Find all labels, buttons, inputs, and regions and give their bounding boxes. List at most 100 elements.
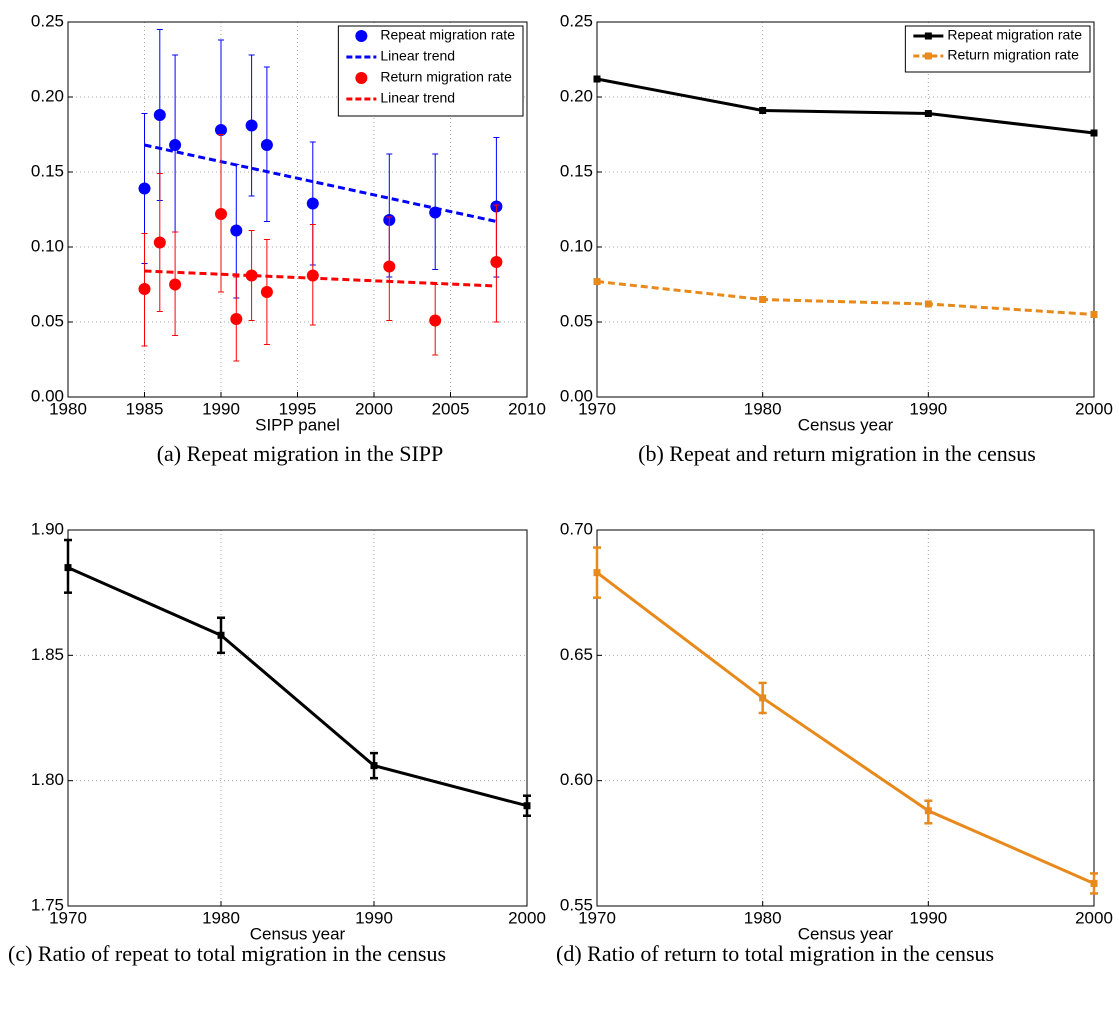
- plot-frame: [596, 21, 1095, 398]
- data-point: [924, 110, 932, 117]
- x-tick-label: 2005: [432, 399, 470, 418]
- data-point: [260, 139, 273, 151]
- data-point: [215, 124, 227, 136]
- x-tick-label: 1990: [355, 908, 393, 927]
- data-point: [1090, 129, 1098, 137]
- y-tick-label: 0.15: [560, 161, 593, 180]
- x-tick-label: 1970: [578, 399, 616, 418]
- y-tick-label: 0.00: [560, 386, 593, 405]
- data-point: [924, 300, 932, 308]
- data-point: [245, 269, 258, 282]
- legend: Repeat migration rate Linear trend Return …: [337, 25, 524, 117]
- data-point: [759, 694, 767, 702]
- y-tick-label: 1.80: [31, 770, 64, 789]
- caption: (c) Ratio of repeat to total migration i…: [8, 941, 447, 966]
- data-point: [429, 314, 442, 327]
- data-point: [924, 807, 932, 815]
- y-tick-label: 0.55: [560, 895, 593, 914]
- x-tick-label: 2000: [508, 908, 546, 927]
- y-tick-label: 0.25: [31, 11, 64, 30]
- data-point: [593, 569, 601, 577]
- plot-frame: [67, 21, 528, 398]
- x-axis-label: Census year: [798, 415, 894, 434]
- legend-box: [904, 25, 1091, 73]
- data-point: [230, 224, 243, 237]
- data-point: [230, 313, 243, 325]
- legend: Repeat migration rate Return migration ra…: [904, 25, 1091, 73]
- data-point: [759, 107, 767, 114]
- data-point: [1090, 311, 1098, 318]
- y-tick-label: 0.25: [560, 11, 593, 30]
- x-tick-label: 1980: [744, 908, 782, 927]
- data-point: [523, 802, 531, 810]
- data-point: [306, 197, 319, 210]
- y-tick-label: 0.65: [560, 645, 593, 664]
- data-point: [138, 283, 151, 295]
- x-axis-label: Census year: [250, 924, 346, 943]
- data-point: [138, 182, 151, 195]
- caption: (a) Repeat migration in the SIPP: [156, 441, 444, 466]
- x-tick-label: 1995: [279, 399, 317, 418]
- y-tick-label: 0.70: [560, 519, 593, 538]
- x-tick-label: 1985: [126, 399, 164, 418]
- y-tick-label: 0.00: [31, 386, 64, 405]
- plot-frame: [67, 529, 528, 907]
- y-tick-label: 0.60: [560, 770, 593, 789]
- legend-marker: [924, 32, 932, 40]
- y-tick-label: 0.05: [560, 311, 593, 330]
- series-line: [596, 280, 1095, 316]
- x-tick-label: 2010: [508, 399, 546, 418]
- data-point: [245, 119, 258, 132]
- x-axis-label: Census year: [798, 924, 894, 943]
- y-tick-label: 0.05: [31, 311, 64, 330]
- x-tick-label: 1980: [202, 908, 240, 927]
- x-tick-label: 1970: [578, 908, 616, 927]
- y-tick-label: 0.20: [560, 86, 593, 105]
- x-tick-label: 1990: [202, 399, 240, 418]
- data-point: [153, 109, 166, 121]
- data-point: [169, 278, 182, 291]
- data-point: [306, 269, 319, 282]
- x-tick-label: 1990: [909, 399, 947, 418]
- legend-marker: [924, 52, 932, 60]
- data-point: [593, 75, 601, 83]
- data-point: [593, 278, 601, 285]
- x-tick-label: 1990: [909, 908, 947, 927]
- series-line: [144, 269, 497, 288]
- legend-label: Repeat migration rate: [380, 27, 515, 43]
- legend-label: Repeat migration rate: [947, 27, 1082, 43]
- legend-label: Return migration rate: [947, 47, 1079, 63]
- data-point: [153, 236, 166, 249]
- legend-marker: [355, 72, 368, 84]
- x-tick-label: 1970: [49, 908, 87, 927]
- series-line: [596, 77, 1095, 135]
- x-axis-label: SIPP panel: [255, 415, 340, 434]
- caption: (b) Repeat and return migration in the c…: [638, 441, 1036, 466]
- data-point: [169, 139, 182, 151]
- series-line: [596, 571, 1095, 885]
- legend-marker: [355, 30, 368, 42]
- x-tick-label: 2000: [1075, 908, 1113, 927]
- y-tick-label: 0.20: [31, 86, 64, 105]
- legend-label: Linear trend: [380, 48, 455, 64]
- caption: (d) Ratio of return to total migration i…: [556, 941, 995, 966]
- data-point: [383, 260, 396, 273]
- x-tick-label: 2000: [1075, 399, 1113, 418]
- series-line: [144, 143, 497, 223]
- data-point: [1090, 879, 1098, 887]
- data-point: [260, 286, 273, 298]
- series-line: [67, 566, 528, 808]
- x-tick-label: 1980: [49, 399, 87, 418]
- data-point: [215, 208, 227, 220]
- y-tick-label: 1.90: [31, 519, 64, 538]
- legend-box: [337, 25, 524, 117]
- y-tick-label: 0.10: [560, 236, 593, 255]
- data-point: [64, 564, 72, 572]
- y-tick-label: 0.10: [31, 236, 64, 255]
- y-tick-label: 1.75: [31, 895, 64, 914]
- data-point: [370, 762, 378, 770]
- y-tick-label: 1.85: [31, 645, 64, 664]
- legend-label: Linear trend: [380, 90, 455, 106]
